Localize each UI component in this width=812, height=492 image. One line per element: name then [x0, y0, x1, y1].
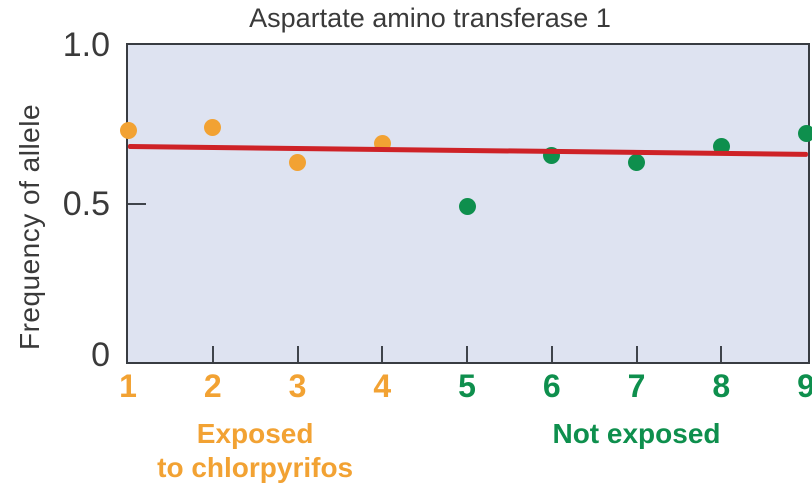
group-label-line: to chlorpyrifos: [157, 452, 354, 483]
data-point-not_exposed: [628, 153, 645, 171]
data-point-exposed: [204, 118, 222, 136]
x-tick-mark: [550, 346, 553, 362]
x-tick-mark: [466, 346, 468, 362]
y-axis-label: Frequency of allele: [14, 103, 45, 351]
data-point-not_exposed: [458, 198, 476, 216]
y-tick-label: 1.0: [62, 26, 110, 64]
data-point-exposed: [119, 122, 137, 140]
x-tick-mark: [381, 346, 384, 362]
data-point-not_exposed: [797, 125, 812, 143]
x-tick-label: 5: [458, 368, 476, 404]
x-tick-label: 4: [373, 368, 392, 404]
y-tick-label: 0.5: [62, 184, 110, 223]
x-tick-mark: [720, 346, 723, 362]
chart-title: Aspartate amino transferase 1: [249, 3, 611, 33]
x-tick-label: 7: [627, 368, 646, 404]
y-tick-label: 0: [91, 336, 110, 374]
x-tick-label: 2: [203, 368, 222, 404]
x-tick-label: 3: [288, 368, 307, 404]
x-tick-label: 6: [542, 368, 561, 404]
x-tick-label: 8: [712, 368, 731, 404]
data-point-exposed: [289, 153, 306, 171]
group-label-line: Not exposed: [552, 418, 721, 449]
x-tick-mark: [296, 346, 299, 362]
y-tick-mark: [128, 202, 146, 205]
group-label-not_exposed: Not exposed: [552, 417, 720, 451]
x-tick-mark: [211, 346, 214, 362]
group-label-exposed: Exposed to chlorpyrifos: [157, 417, 353, 485]
x-tick-label: 1: [119, 368, 137, 404]
group-label-line: Exposed: [196, 418, 314, 449]
x-tick-mark: [635, 346, 638, 362]
x-tick-label: 9: [797, 368, 812, 404]
